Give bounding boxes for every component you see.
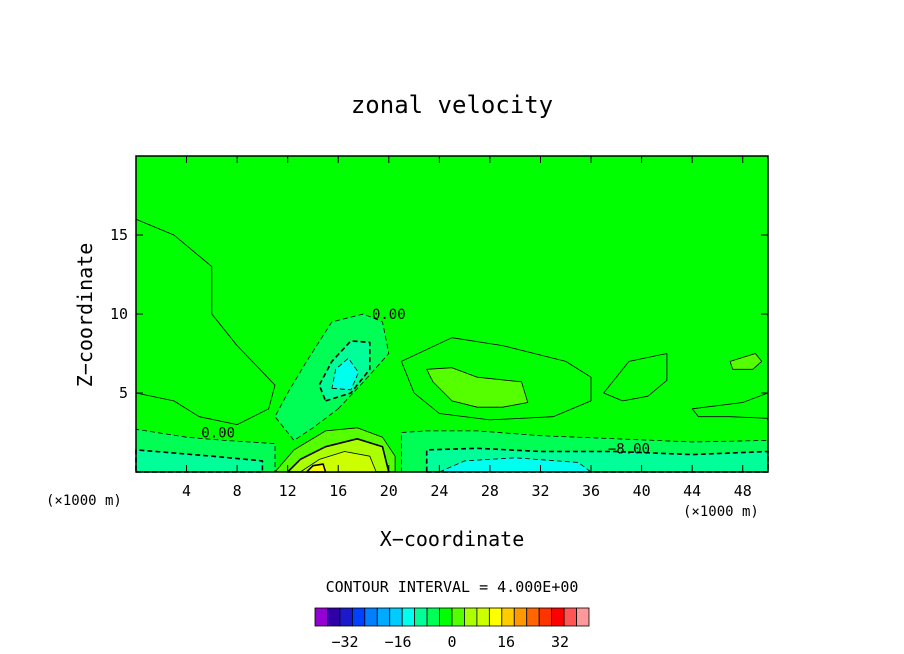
- x-tick-label-44: 44: [683, 482, 701, 500]
- contour-region-right-mid-positive: [603, 353, 668, 402]
- colorbar-swatch-19: [551, 607, 565, 627]
- x-tick-label-48: 48: [734, 482, 752, 500]
- x-tick-label-36: 36: [582, 482, 600, 500]
- x-tick-label-28: 28: [481, 482, 499, 500]
- colorbar-label-3: 16: [497, 633, 515, 651]
- colorbar-swatch-13: [476, 607, 490, 627]
- colorbar-swatch-12: [464, 607, 478, 627]
- contour-label-2: −8.00: [608, 441, 650, 457]
- colorbar-swatch-11: [451, 607, 465, 627]
- x-unit-label-right: (×1000 m): [683, 504, 759, 520]
- colorbar-swatch-17: [526, 607, 540, 627]
- colorbar-swatch-18: [538, 607, 553, 627]
- contour-label-0: 0.00: [372, 307, 406, 323]
- x-tick-label-20: 20: [380, 482, 398, 500]
- x-tick-label-16: 16: [329, 482, 347, 500]
- y-tick-label-5: 5: [119, 384, 128, 402]
- contour-region-central-negative-inner: [331, 357, 359, 391]
- contour-labels: 0.00 0.00 −8.00: [201, 307, 650, 457]
- colorbar-swatch-15: [501, 607, 515, 627]
- colorbar-swatch-0: [314, 607, 328, 627]
- colorbar-swatch-20: [563, 607, 577, 627]
- y-tick-label-15: 15: [110, 226, 128, 244]
- x-tick-label-40: 40: [633, 482, 651, 500]
- colorbar-swatch-10: [439, 607, 453, 627]
- colorbar-swatch-21: [576, 607, 590, 627]
- colorbar-swatch-6: [389, 607, 403, 627]
- colorbar-label-2: 0: [447, 633, 456, 651]
- y-axis-label: Z−coordinate: [73, 243, 97, 388]
- colorbar-swatch-8: [414, 607, 428, 627]
- contour-region-far-right-blob: [729, 353, 763, 370]
- colorbar-swatch-5: [376, 607, 391, 627]
- plot-area: 0.00 0.00 −8.00: [135, 155, 769, 473]
- x-tick-label-24: 24: [430, 482, 448, 500]
- contour-region-upper-left-positive: [135, 218, 276, 426]
- colorbar-swatch-4: [364, 607, 378, 627]
- x-tick-label-12: 12: [279, 482, 297, 500]
- colorbar-labels: −32 −16 0 16 32: [331, 633, 569, 651]
- contour-region-right-positive-inner: [426, 367, 529, 408]
- colorbar-swatch-3: [351, 607, 366, 627]
- colorbar-swatch-1: [327, 607, 341, 627]
- x-axis-ticks: 4 8 12 16 20 24 28 32 36 40 44 48: [182, 156, 752, 500]
- x-tick-label-32: 32: [531, 482, 549, 500]
- chart-title: zonal velocity: [351, 91, 553, 119]
- contour-regions: [135, 218, 769, 473]
- colorbar-swatch-7: [401, 607, 416, 627]
- contour-region-lower-right-inner: [438, 457, 592, 473]
- x-tick-label-8: 8: [233, 482, 242, 500]
- y-axis-ticks: 5 10 15: [110, 226, 768, 402]
- x-axis-label: X−coordinate: [380, 527, 525, 551]
- x-tick-label-4: 4: [182, 482, 191, 500]
- colorbar-swatch-2: [339, 607, 353, 627]
- colorbar: [314, 607, 590, 627]
- colorbar-swatch-9: [426, 607, 440, 627]
- colorbar-label-1: −16: [384, 633, 411, 651]
- colorbar-label-0: −32: [331, 633, 358, 651]
- colorbar-swatch-14: [488, 607, 503, 627]
- contour-label-1: 0.00: [201, 426, 235, 442]
- colorbar-label-4: 32: [551, 633, 569, 651]
- x-unit-label-left: (×1000 m): [46, 493, 122, 509]
- y-tick-label-10: 10: [110, 305, 128, 323]
- contour-interval-text: CONTOUR INTERVAL = 4.000E+00: [326, 578, 579, 596]
- colorbar-swatch-16: [513, 607, 528, 627]
- contour-region-right-positive-outer: [400, 337, 592, 421]
